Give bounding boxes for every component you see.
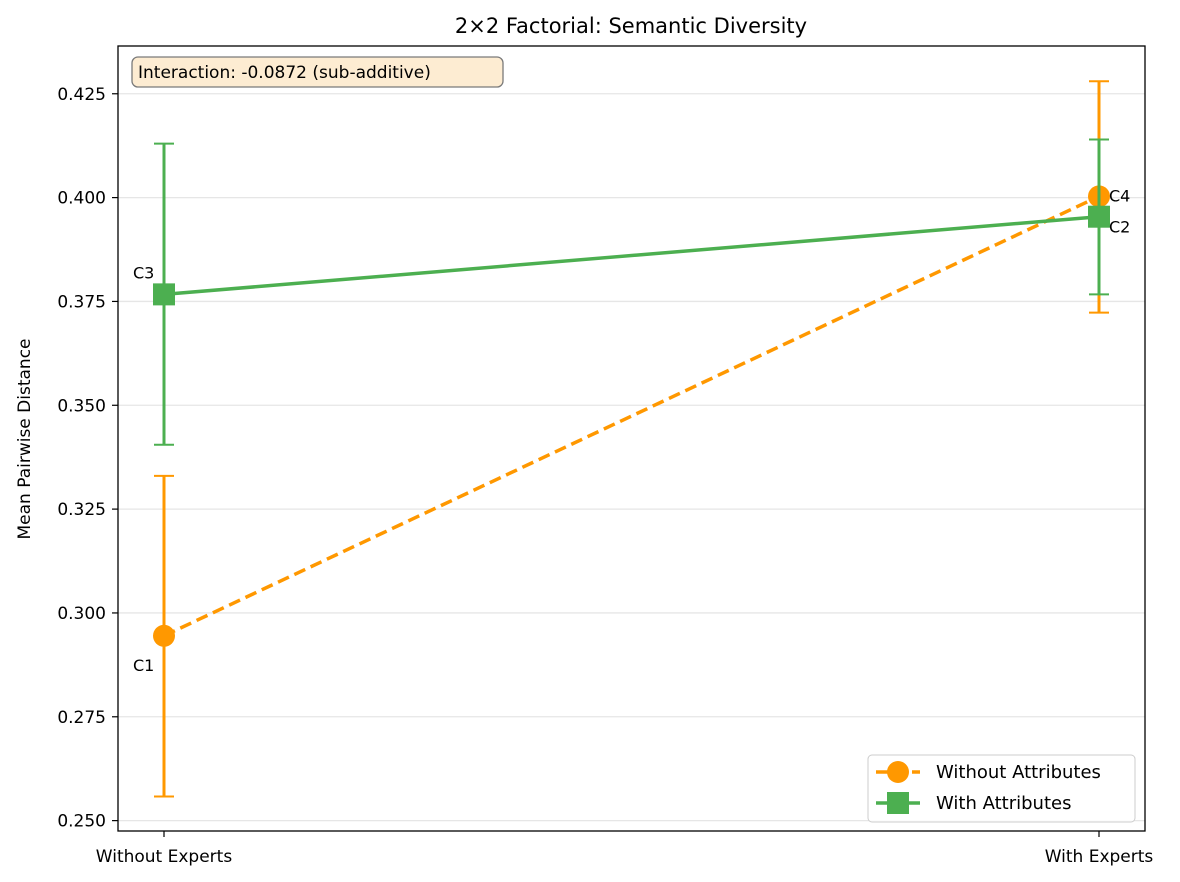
legend-item: Without Attributes <box>876 761 1101 783</box>
point-label: C2 <box>1109 218 1130 237</box>
legend: Without Attributes With Attributes <box>867 754 1136 823</box>
grid-lines <box>118 93 1145 822</box>
y-tick-label: 0.275 <box>57 708 106 728</box>
series-line <box>163 194 1100 638</box>
y-tick-label: 0.350 <box>57 396 106 416</box>
point-label: C1 <box>133 656 154 675</box>
data-point <box>153 283 175 306</box>
data-point <box>1088 205 1110 228</box>
x-tick-label: With Experts <box>1045 847 1154 867</box>
legend-label: Without Attributes <box>936 762 1101 783</box>
chart-title: 2×2 Factorial: Semantic Diversity <box>455 14 807 38</box>
point-label: C3 <box>133 263 154 282</box>
plot-frame <box>117 45 1146 832</box>
y-axis: 0.250 0.275 0.300 0.325 0.350 0.375 0.400 0.425 <box>57 85 118 832</box>
series-layer: C1 C4 C3 C2 <box>133 80 1130 798</box>
series-without-attributes: C1 C4 <box>133 80 1130 798</box>
legend-label: With Attributes <box>936 793 1071 814</box>
series-line <box>163 214 1100 297</box>
legend-item: With Attributes <box>876 792 1071 814</box>
y-tick-label: 0.300 <box>57 604 106 624</box>
x-tick-label: Without Experts <box>96 847 233 867</box>
legend-marker <box>887 792 909 814</box>
point-label: C4 <box>1109 186 1130 205</box>
annotation-text: Interaction: -0.0872 (sub-additive) <box>138 63 431 83</box>
y-tick-label: 0.325 <box>57 500 106 520</box>
interaction-annotation: Interaction: -0.0872 (sub-additive) <box>131 56 504 88</box>
series-with-attributes: C3 C2 <box>133 138 1130 446</box>
legend-box <box>867 754 1136 823</box>
y-tick-label: 0.425 <box>57 85 106 105</box>
y-tick-label: 0.250 <box>57 812 106 832</box>
x-axis: Without Experts With Experts <box>96 831 1154 867</box>
data-point <box>153 624 175 647</box>
y-axis-label: Mean Pairwise Distance <box>15 338 35 539</box>
y-tick-label: 0.400 <box>57 189 106 209</box>
legend-marker <box>887 761 909 783</box>
annotation-box <box>131 56 504 88</box>
y-tick-label: 0.375 <box>57 292 106 312</box>
